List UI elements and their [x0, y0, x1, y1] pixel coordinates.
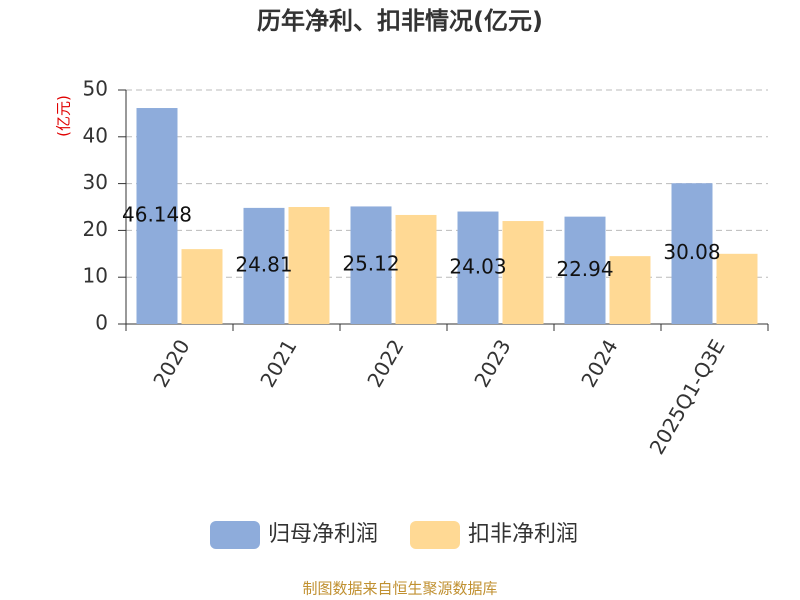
bar [457, 211, 499, 324]
x-tick-label: 2021 [255, 335, 301, 391]
data-label: 22.94 [556, 257, 613, 281]
y-tick-label: 20 [83, 217, 108, 241]
y-tick-label: 40 [83, 123, 108, 147]
legend-label: 扣非净利润 [468, 522, 578, 547]
x-tick-label: 2022 [362, 335, 408, 391]
bar [243, 207, 285, 324]
data-label: 46.148 [122, 203, 192, 227]
bar [564, 216, 606, 324]
bar [395, 214, 437, 324]
y-tick-label: 30 [83, 170, 108, 194]
y-tick-label: 0 [95, 311, 108, 335]
bar [288, 207, 330, 324]
bar [671, 183, 713, 324]
x-tick-label: 2025Q1-Q3E [645, 335, 730, 458]
y-tick-label: 50 [83, 77, 108, 101]
x-tick-label: 2024 [576, 335, 622, 391]
legend-label: 归母净利润 [268, 522, 378, 547]
bar [350, 206, 392, 324]
data-label: 30.08 [663, 240, 720, 264]
bar [502, 221, 544, 324]
x-tick-label: 2023 [469, 335, 515, 391]
data-label: 24.03 [449, 254, 506, 278]
chart-title: 历年净利、扣非情况(亿元) [257, 7, 543, 35]
y-tick-label: 10 [83, 264, 108, 288]
data-label: 24.81 [235, 252, 292, 276]
bar [716, 253, 758, 324]
legend-swatch [210, 521, 260, 549]
data-label: 25.12 [342, 252, 399, 276]
y-axis-label: (亿元) [55, 95, 73, 137]
bar [136, 108, 178, 324]
x-tick-label: 2020 [148, 335, 194, 391]
bar [609, 256, 651, 324]
source-note: 制图数据来自恒生聚源数据库 [302, 580, 497, 598]
legend-swatch [410, 521, 460, 549]
bar [181, 249, 223, 324]
